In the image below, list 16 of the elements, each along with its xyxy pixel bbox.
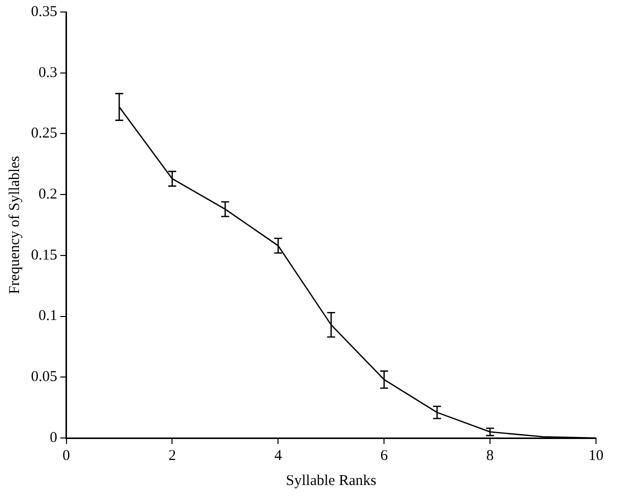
y-tick-label: 0.05 [31,369,58,386]
y-tick-label: 0.1 [38,308,58,324]
y-tick-label: 0.35 [31,4,58,20]
x-tick-label: 10 [588,448,604,464]
x-tick-label: 6 [380,448,388,464]
x-tick-label: 2 [168,448,176,464]
x-tick-label: 8 [486,448,494,464]
y-axis-title: Frequency of Syllables [6,156,23,294]
x-axis-title: Syllable Ranks [286,472,376,489]
y-tick-label: 0.3 [38,64,58,81]
y-tick-label: 0.2 [38,186,58,203]
y-tick-label: 0.15 [31,247,58,264]
y-tick-label: 0 [50,430,58,446]
x-tick-label: 0 [62,448,70,464]
y-tick-label: 0.25 [31,126,58,142]
x-tick-label: 4 [274,448,282,464]
